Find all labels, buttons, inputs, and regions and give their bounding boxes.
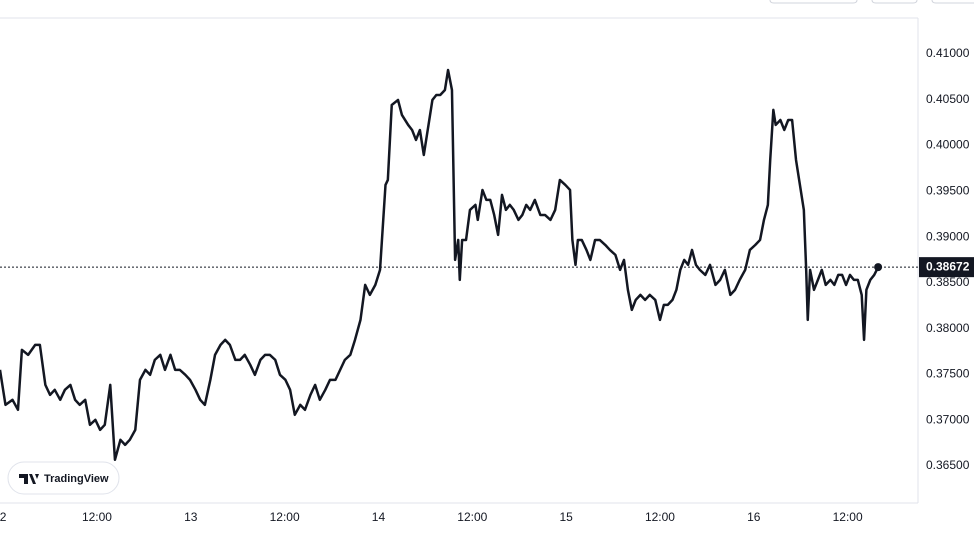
y-tick-label: 0.37000 [926,412,970,426]
last-price-tag [919,257,974,278]
y-tick-label: 0.37500 [926,367,970,381]
toolbar-button[interactable] [871,0,918,4]
x-tick-label: 12:00 [645,510,675,524]
x-tick-label: 13 [184,510,198,524]
last-point [874,263,883,272]
logo-text: TradingView [44,473,109,485]
y-tick-label: 0.38500 [926,275,970,289]
x-tick-label: 12:00 [833,510,863,524]
logo-badge[interactable] [7,461,120,495]
toolbar-button[interactable] [931,0,974,4]
x-tick-label: 12:00 [82,510,112,524]
x-tick-label: 12:00 [270,510,300,524]
y-tick-label: 0.38000 [926,321,970,335]
last-price-label: 0.38672 [926,259,970,273]
y-tick-label: 0.36500 [926,458,970,472]
price-line [0,68,880,462]
x-tick-label: 2 [0,510,7,524]
logo-icon [19,474,39,484]
x-tick-label: 12:00 [457,510,487,524]
x-tick-label: 14 [372,510,386,524]
y-tick-label: 0.39500 [926,183,970,197]
y-tick-label: 0.40500 [926,92,970,106]
y-tick-label: 0.39000 [926,229,970,243]
watermark-logo[interactable]: TradingView [7,461,120,495]
toolbar-button[interactable] [769,0,858,4]
y-tick-label: 0.40000 [926,138,970,152]
x-tick-label: 15 [559,510,573,524]
y-tick-label: 0.41000 [926,46,970,60]
x-tick-label: 16 [747,510,761,524]
